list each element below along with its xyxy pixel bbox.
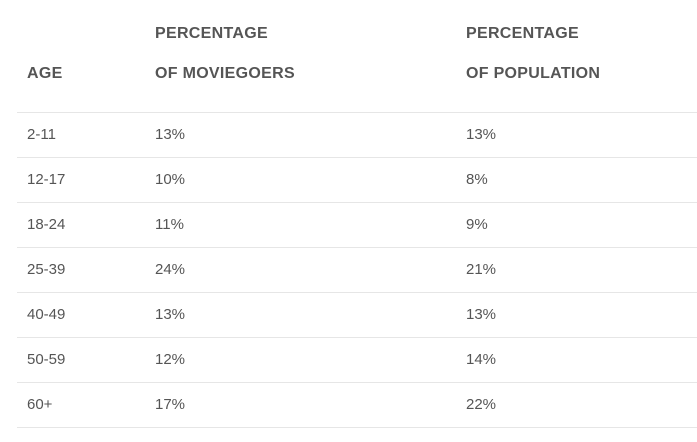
table-row: 12-17 10% 8% — [17, 157, 697, 203]
cell-population: 21% — [456, 247, 697, 293]
cell-population: 9% — [456, 202, 697, 248]
table-body: 2-11 13% 13% 12-17 10% 8% 18-24 11% 9% 2… — [17, 112, 697, 428]
header-moviegoers: PERCENTAGE OF MOVIEGOERS — [145, 0, 456, 113]
cell-age: 12-17 — [17, 157, 145, 203]
table-header: AGE PERCENTAGE OF MOVIEGOERS PERCENTAGE … — [17, 0, 697, 113]
cell-population: 13% — [456, 292, 697, 338]
cell-age: 25-39 — [17, 247, 145, 293]
table-row: 60+ 17% 22% — [17, 382, 697, 428]
cell-moviegoers: 11% — [145, 202, 456, 248]
header-moviegoers-line1: PERCENTAGE — [155, 24, 268, 42]
cell-age: 60+ — [17, 382, 145, 428]
table-row: 50-59 12% 14% — [17, 337, 697, 383]
header-population-line1: PERCENTAGE — [466, 24, 579, 42]
cell-population: 13% — [456, 112, 697, 158]
cell-moviegoers: 17% — [145, 382, 456, 428]
table-row: 2-11 13% 13% — [17, 112, 697, 158]
header-row: AGE PERCENTAGE OF MOVIEGOERS PERCENTAGE … — [17, 0, 697, 113]
cell-moviegoers: 13% — [145, 112, 456, 158]
table-row: 40-49 13% 13% — [17, 292, 697, 338]
cell-age: 18-24 — [17, 202, 145, 248]
table-row: 18-24 11% 9% — [17, 202, 697, 248]
header-moviegoers-stack: PERCENTAGE OF MOVIEGOERS — [155, 14, 456, 112]
header-population: PERCENTAGE OF POPULATION — [456, 0, 697, 113]
cell-moviegoers: 24% — [145, 247, 456, 293]
table-row: 25-39 24% 21% — [17, 247, 697, 293]
header-moviegoers-line2: OF MOVIEGOERS — [155, 64, 295, 82]
cell-moviegoers: 10% — [145, 157, 456, 203]
age-demographics-table: AGE PERCENTAGE OF MOVIEGOERS PERCENTAGE … — [17, 0, 697, 428]
header-population-line2: OF POPULATION — [466, 64, 601, 82]
cell-population: 14% — [456, 337, 697, 383]
cell-age: 2-11 — [17, 112, 145, 158]
header-age: AGE — [17, 0, 145, 113]
cell-moviegoers: 12% — [145, 337, 456, 383]
cell-age: 50-59 — [17, 337, 145, 383]
cell-moviegoers: 13% — [145, 292, 456, 338]
cell-population: 22% — [456, 382, 697, 428]
cell-age: 40-49 — [17, 292, 145, 338]
header-population-stack: PERCENTAGE OF POPULATION — [466, 14, 697, 112]
header-age-label: AGE — [27, 64, 63, 82]
cell-population: 8% — [456, 157, 697, 203]
